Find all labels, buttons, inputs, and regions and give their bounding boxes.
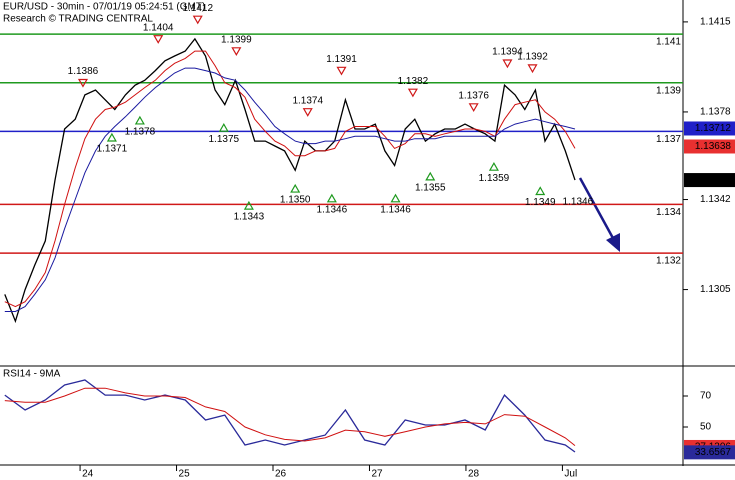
x-tick-label: 24 <box>82 469 94 480</box>
price-tag <box>684 121 735 136</box>
high-marker <box>302 108 313 117</box>
low-marker <box>290 183 301 193</box>
price-tag-label: 33.6567 <box>695 447 732 458</box>
price-tag <box>684 139 735 154</box>
low-marker <box>134 115 145 125</box>
high-marker <box>407 88 418 98</box>
x-tick-label: Jul <box>564 469 577 480</box>
y-tick-label: 70 <box>700 391 712 402</box>
y-tick-label: 1.1305 <box>700 284 731 295</box>
low-label: 1.1343 <box>234 212 265 223</box>
high-marker <box>231 47 242 57</box>
low-marker <box>326 193 337 203</box>
chart-title: EUR/USD - 30min - 07/01/19 05:24:51 (GMT… <box>3 2 205 13</box>
y-tick-label: 1.1378 <box>700 107 731 118</box>
low-label: 1.1355 <box>415 183 446 194</box>
level-label: 1.134 <box>656 207 681 218</box>
low-label: 1.1349 <box>525 197 556 208</box>
low-label: 1.1346 <box>380 204 411 215</box>
low-marker <box>243 200 254 210</box>
low-marker <box>425 171 436 181</box>
ma-line <box>4 387 576 446</box>
arrow-head <box>606 233 620 252</box>
series-line <box>4 379 576 453</box>
low-marker <box>488 161 499 171</box>
panel-title: RSI14 - 9MA <box>3 369 61 380</box>
x-tick-label: 27 <box>371 469 383 480</box>
y-tick-label: 1.1415 <box>700 17 731 28</box>
low-label: 1.1375 <box>209 134 240 145</box>
x-tick-label: 28 <box>468 469 480 480</box>
x-tick-label: 26 <box>275 469 287 480</box>
high-marker <box>153 35 164 44</box>
low-marker <box>535 186 546 196</box>
low-label: 1.1350 <box>280 195 311 206</box>
chart-subtitle: Research © TRADING CENTRAL <box>3 14 153 25</box>
price-tag-label: 1.135 <box>706 175 731 186</box>
target-label: 1.1346 <box>563 196 594 207</box>
low-label: 1.1371 <box>97 144 128 155</box>
level-label: 1.132 <box>656 256 681 267</box>
high-label: 1.1391 <box>326 54 357 65</box>
ma-line <box>4 50 576 308</box>
price-tag-label: 1.13712 <box>695 123 732 134</box>
price-tag-label: 1.13638 <box>695 141 732 152</box>
high-label: 1.1374 <box>292 95 323 106</box>
low-marker <box>390 193 401 203</box>
low-label: 1.1346 <box>317 204 348 215</box>
high-label: 1.1394 <box>492 47 523 58</box>
x-tick-label: 25 <box>179 469 191 480</box>
level-label: 1.139 <box>656 85 681 96</box>
low-label: 1.1359 <box>479 173 510 184</box>
high-marker <box>502 59 513 69</box>
high-label: 1.1376 <box>458 90 489 101</box>
high-marker <box>468 103 479 113</box>
ma-line <box>4 67 576 312</box>
high-label: 1.1382 <box>398 76 429 87</box>
low-label: 1.1378 <box>125 127 156 138</box>
high-label: 1.1399 <box>221 34 252 45</box>
projection-arrow <box>578 177 616 241</box>
high-label: 1.1386 <box>68 66 99 77</box>
high-marker <box>77 78 88 88</box>
level-label: 1.137 <box>656 134 681 145</box>
y-tick-label: 50 <box>700 422 712 433</box>
high-marker <box>192 15 203 25</box>
price-tag <box>684 445 735 460</box>
high-label: 1.1392 <box>517 52 548 63</box>
high-marker <box>527 64 538 74</box>
low-marker <box>218 123 229 132</box>
series-line <box>4 37 576 324</box>
price-tag <box>684 173 735 188</box>
level-label: 1.141 <box>656 37 681 48</box>
low-marker <box>106 132 117 142</box>
high-marker <box>336 66 347 76</box>
high-label: 1.1412 <box>182 3 213 14</box>
y-tick-label: 1.1342 <box>700 194 731 205</box>
high-label: 1.1404 <box>143 22 174 33</box>
